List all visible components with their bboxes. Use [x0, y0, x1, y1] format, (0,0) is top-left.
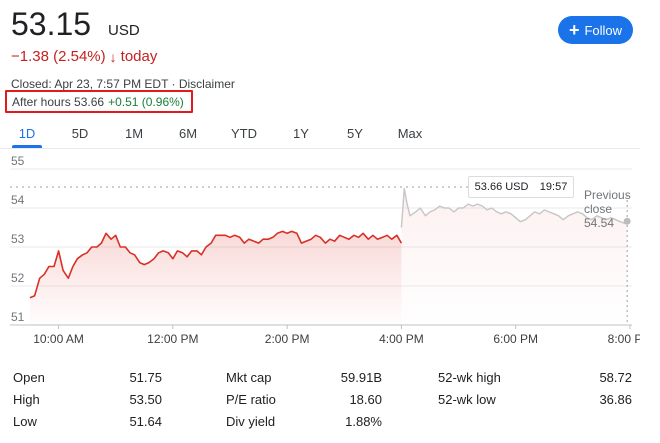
stat-label-52wk-low: 52-wk low	[438, 392, 496, 407]
stat-label-52wk-high: 52-wk high	[438, 370, 501, 385]
y-tick-label: 52	[11, 271, 25, 285]
y-tick-label: 55	[11, 155, 25, 168]
stat-label-div-yield: Div yield	[226, 414, 276, 429]
stat-value-52wk-high: 58.72	[599, 370, 632, 385]
stat-value-open: 51.75	[129, 370, 162, 385]
stat-label-pe-ratio: P/E ratio	[226, 392, 276, 407]
price-change-value: −1.38 (2.54%)	[11, 48, 106, 65]
stat-value-div-yield: 1.88%	[345, 414, 382, 429]
tab-1m[interactable]: 1M	[124, 126, 144, 141]
price-change: −1.38 (2.54%) ↓ today	[11, 48, 157, 65]
currency-label: USD	[108, 22, 140, 39]
stat-value-high: 53.50	[129, 392, 162, 407]
y-tick-label: 54	[11, 193, 25, 207]
y-tick-label: 51	[11, 310, 25, 324]
x-tick-label: 12:00 PM	[147, 332, 198, 346]
previous-close-label: Previous close 54.54	[584, 188, 631, 230]
tabs-divider	[0, 148, 640, 149]
tab-1d[interactable]: 1D	[18, 126, 36, 141]
closed-status-text[interactable]: Closed: Apr 23, 7:57 PM EDT · Disclaimer	[11, 77, 235, 91]
stat-label-high: High	[13, 392, 40, 407]
after-hours-area	[401, 188, 628, 325]
after-hours-label: After hours 53.66	[12, 94, 105, 109]
stat-label-low: Low	[13, 414, 37, 429]
tooltip-time: 19:57	[539, 181, 568, 193]
stat-label-mkt-cap: Mkt cap	[226, 370, 272, 385]
x-tick-label: 6:00 PM	[493, 332, 538, 346]
arrow-down-icon: ↓	[109, 48, 117, 65]
previous-close-line2: close	[584, 202, 613, 216]
price-change-period: today	[120, 48, 158, 65]
chart-tooltip: 53.66 USD 19:57	[468, 176, 574, 198]
regular-hours-area	[30, 231, 402, 325]
after-hours-change: +0.51 (0.96%)	[108, 94, 184, 109]
y-tick-label: 53	[11, 232, 25, 246]
price-chart[interactable]: 55 54 53 52 51 10:00 AM 12:00 PM 2:00 PM 4:00 PM…	[0, 155, 640, 355]
plus-icon: +	[568, 20, 580, 40]
active-tab-indicator	[12, 145, 42, 148]
stat-value-52wk-low: 36.86	[599, 392, 632, 407]
hover-point	[623, 217, 631, 225]
tooltip-price: 53.66 USD	[474, 181, 529, 193]
stat-value-low: 51.64	[129, 414, 162, 429]
x-tick-label: 8:00 PM	[608, 332, 640, 346]
range-tabs: 1D 5D 1M 6M YTD 1Y 5Y Max	[0, 122, 640, 148]
stat-value-mkt-cap: 59.91B	[340, 370, 382, 385]
regular-hours-line	[29, 230, 403, 299]
tab-max[interactable]: Max	[397, 126, 423, 141]
tab-5d[interactable]: 5D	[71, 126, 89, 141]
tab-ytd[interactable]: YTD	[231, 126, 257, 141]
stat-label-open: Open	[13, 370, 45, 385]
previous-close-line1: Previous	[584, 188, 631, 202]
previous-close-value: 54.54	[584, 216, 615, 230]
x-tick-label: 2:00 PM	[265, 332, 310, 346]
x-tick-label: 10:00 AM	[33, 332, 84, 346]
follow-button[interactable]: + Follow	[558, 16, 633, 44]
tab-5y[interactable]: 5Y	[347, 126, 363, 141]
follow-button-label: Follow	[584, 22, 623, 38]
x-tick-label: 4:00 PM	[379, 332, 424, 346]
tab-1y[interactable]: 1Y	[293, 126, 309, 141]
after-hours-box: After hours 53.66 +0.51 (0.96%)	[5, 90, 193, 113]
after-hours-line	[400, 187, 628, 228]
stat-value-pe-ratio: 18.60	[349, 392, 382, 407]
stock-price: 53.15	[11, 6, 92, 42]
tab-6m[interactable]: 6M	[178, 126, 198, 141]
